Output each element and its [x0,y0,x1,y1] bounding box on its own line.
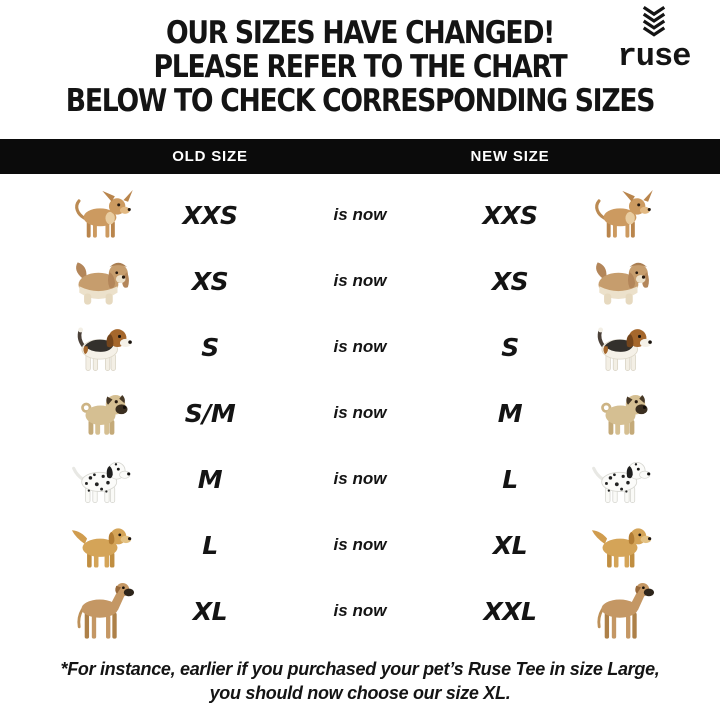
beagle-image [595,325,654,373]
table-row-xxs: XXS is now XXS [0,182,720,248]
beagle-image [75,325,134,373]
new-dog-cell [560,578,680,644]
brand-name: ruse [617,38,692,75]
wheat-icon [642,5,666,37]
great-dane-image [596,581,655,641]
old-size-value: S/M [184,398,236,428]
new-dog-cell [560,182,680,248]
old-dog-cell [40,182,160,248]
table-row-m: M is now L [0,446,720,512]
table-row-xs: XS is now XS [0,248,720,314]
new-size-value: XS [491,266,529,296]
table-row-l: L is now XL [0,512,720,578]
old-dog-cell [40,248,160,314]
title-line-2: PLEASE REFER TO THE CHART [153,49,568,85]
is-now-label: is now [333,337,387,356]
dalmatian-image [592,460,652,504]
new-size-value: XXS [482,200,538,230]
table-row-s: S is now S [0,314,720,380]
new-dog-cell [560,314,680,380]
table-row-sm: S/M is now M [0,380,720,446]
new-size-value: XXL [483,596,537,626]
new-dog-cell [560,512,680,578]
old-size-value: XS [191,266,229,296]
is-now-label: is now [333,403,387,422]
golden-retriever-image [71,527,132,568]
footnote: *For instance, earlier if you purchased … [0,657,720,705]
page-title: OUR SIZES HAVE CHANGED! PLEASE REFER TO … [50,0,669,118]
new-dog-cell [560,380,680,446]
new-size-header: NEW SIZE [470,148,550,165]
pug-image [80,393,129,437]
new-size-value: XL [492,530,528,560]
old-size-value: L [202,530,218,560]
is-now-label: is now [333,271,387,290]
size-conversion-table: XXS is now XXS XS is now XS S is now S [0,182,720,644]
title-line-1: OUR SIZES HAVE CHANGED! [165,15,555,51]
old-size-value: XXS [182,200,238,230]
golden-retriever-image [591,527,652,568]
old-dog-cell [40,380,160,446]
pug-image [600,393,649,437]
new-dog-cell [560,446,680,512]
column-header-bar: OLD SIZE NEW SIZE [0,139,720,174]
lhasa-apso-image [76,261,129,305]
new-size-value: M [497,398,523,428]
old-size-value: S [201,332,219,362]
brand-logo: ruse [606,5,702,75]
dalmatian-image [72,460,132,504]
is-now-label: is now [333,535,387,554]
chihuahua-image [595,190,655,240]
table-row-xl: XL is now XXL [0,578,720,644]
old-size-value: M [197,464,223,494]
title-line-3: BELOW TO CHECK CORRESPONDING SIZES [65,83,656,119]
is-now-label: is now [333,469,387,488]
footnote-line-1: *For instance, earlier if you purchased … [60,659,660,679]
new-size-value: L [502,464,518,494]
chihuahua-image [75,190,135,240]
old-dog-cell [40,512,160,578]
old-dog-cell [40,446,160,512]
old-dog-cell [40,314,160,380]
is-now-label: is now [333,205,387,224]
great-dane-image [76,581,135,641]
new-size-value: S [501,332,519,362]
old-size-value: XL [192,596,228,626]
old-size-header: OLD SIZE [172,148,248,165]
new-dog-cell [560,248,680,314]
footnote-line-2: you should now choose our size XL. [209,683,511,703]
old-dog-cell [40,578,160,644]
lhasa-apso-image [596,261,649,305]
is-now-label: is now [333,601,387,620]
